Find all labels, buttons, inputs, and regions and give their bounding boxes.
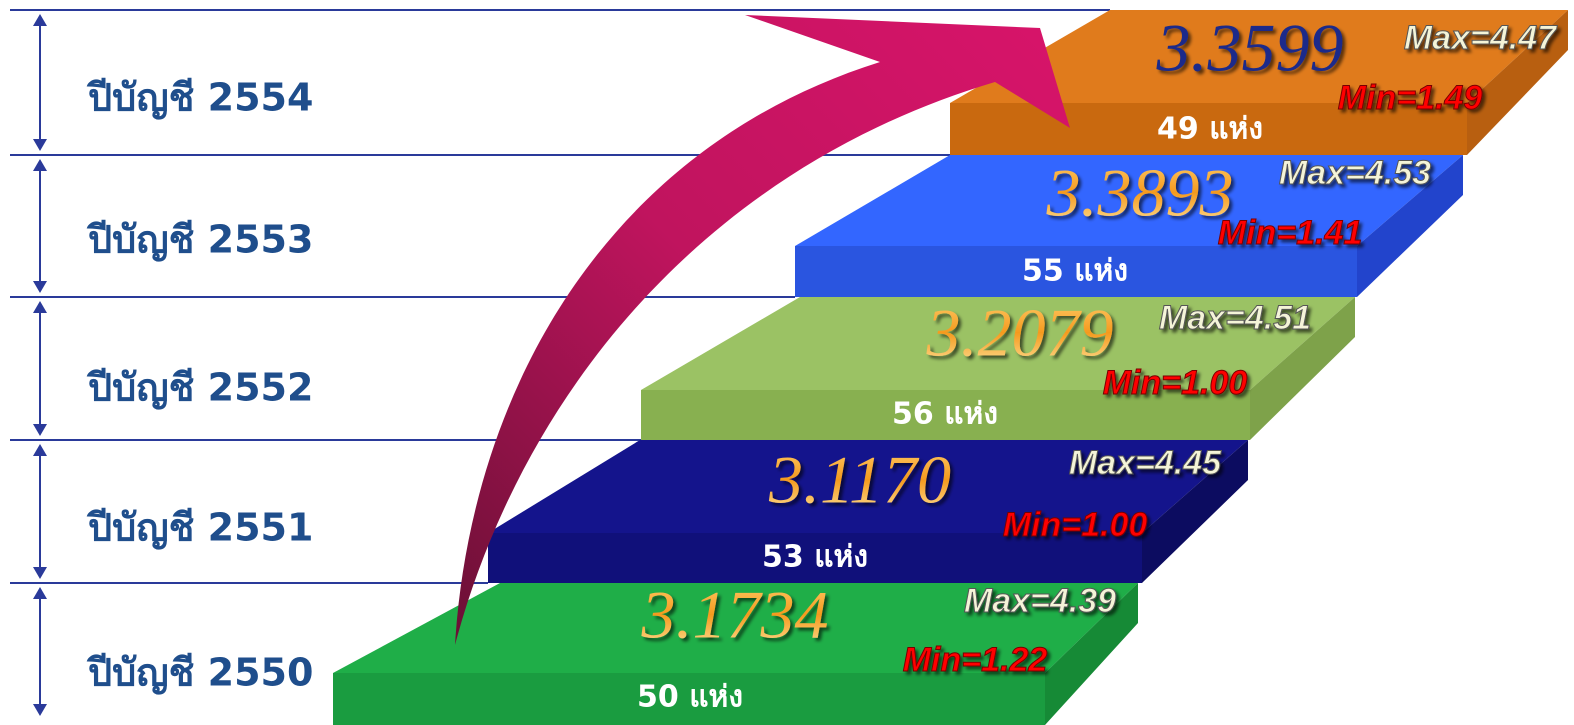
- step-side: [1250, 297, 1355, 440]
- arrow-head: [33, 587, 47, 599]
- step-top: [950, 10, 1568, 103]
- min-value: Min=1.41: [1218, 214, 1363, 252]
- arrow-head: [33, 14, 47, 26]
- max-value: Max=4.47: [1404, 19, 1558, 57]
- count: 56 แห่ง: [892, 397, 998, 432]
- step-front: [950, 103, 1467, 155]
- max-value: Max=4.45: [1069, 444, 1222, 482]
- score: 3.3599: [1156, 10, 1344, 86]
- year-label: ปีบัญชี 2551: [86, 506, 313, 550]
- count: 50 แห่ง: [637, 680, 743, 715]
- arrow-head: [33, 704, 47, 716]
- count: 53 แห่ง: [762, 540, 868, 575]
- step-front: [488, 533, 1142, 583]
- step: 3.1734 Max=4.39 Min=1.22 50 แห่ง: [333, 577, 1138, 725]
- step-side: [1467, 10, 1568, 155]
- arrow-head: [33, 281, 47, 293]
- year-label: ปีบัญชี 2553: [86, 218, 313, 262]
- score: 3.1170: [768, 442, 951, 518]
- min-value: Min=1.49: [1338, 79, 1483, 117]
- arrow-head: [33, 567, 47, 579]
- step: 3.2079 Max=4.51 Min=1.00 56 แห่ง: [641, 295, 1355, 440]
- year-label: ปีบัญชี 2552: [86, 366, 313, 410]
- arrow-head: [33, 301, 47, 313]
- score: 3.3893: [1046, 155, 1234, 231]
- step-side: [1045, 583, 1138, 725]
- trend-arrow: [455, 15, 1070, 645]
- step: 3.1170 Max=4.45 Min=1.00 53 แห่ง: [488, 440, 1248, 583]
- max-value: Max=4.51: [1159, 299, 1311, 337]
- year-label: ปีบัญชี 2550: [86, 651, 313, 695]
- step-top: [795, 155, 1463, 246]
- year-label: ปีบัญชี 2554: [86, 76, 313, 120]
- min-value: Min=1.00: [1103, 364, 1248, 402]
- step-front: [333, 673, 1045, 725]
- score: 3.1734: [641, 577, 829, 653]
- step-front: [641, 390, 1250, 440]
- step-front: [795, 246, 1357, 297]
- arrow-head: [33, 159, 47, 171]
- step-side: [1357, 155, 1463, 297]
- arrow-head: [33, 139, 47, 151]
- step-top: [333, 583, 1138, 673]
- count: 49 แห่ง: [1157, 112, 1263, 147]
- step-side: [1142, 440, 1248, 583]
- max-value: Max=4.53: [1279, 154, 1431, 192]
- max-value: Max=4.39: [964, 582, 1116, 620]
- score: 3.2079: [926, 295, 1114, 371]
- count: 55 แห่ง: [1022, 254, 1128, 289]
- arrow-head: [33, 444, 47, 456]
- min-value: Min=1.00: [1003, 506, 1148, 544]
- step: 3.3599 Max=4.47 Min=1.49 49 แห่ง: [950, 10, 1568, 155]
- step: 3.3893 Max=4.53 Min=1.41 55 แห่ง: [795, 153, 1463, 297]
- step-top: [488, 440, 1248, 533]
- step-top: [641, 297, 1355, 390]
- arrow-head: [33, 424, 47, 436]
- min-value: Min=1.22: [903, 641, 1048, 679]
